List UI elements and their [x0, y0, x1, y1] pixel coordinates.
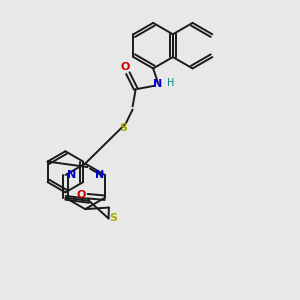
Text: O: O: [120, 62, 129, 73]
Text: O: O: [76, 190, 86, 200]
Text: S: S: [119, 124, 127, 134]
Text: N: N: [94, 170, 104, 180]
Text: H: H: [167, 78, 174, 88]
Text: N: N: [67, 170, 76, 180]
Text: S: S: [109, 214, 117, 224]
Text: N: N: [153, 79, 163, 89]
